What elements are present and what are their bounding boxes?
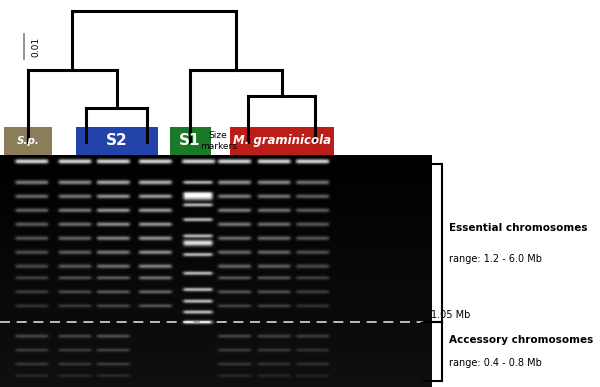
Text: 1.05 Mb: 1.05 Mb [431, 310, 470, 320]
Text: 0.01: 0.01 [32, 36, 41, 57]
Text: Accessory chromosomes: Accessory chromosomes [449, 335, 593, 345]
Text: Essential chromosomes: Essential chromosomes [449, 223, 587, 233]
Text: S.p.: S.p. [17, 136, 40, 146]
FancyBboxPatch shape [230, 127, 334, 155]
Text: range: 1.2 - 6.0 Mb: range: 1.2 - 6.0 Mb [449, 253, 542, 264]
Text: S1: S1 [179, 134, 201, 148]
FancyBboxPatch shape [170, 127, 211, 155]
Text: Size
markers: Size markers [200, 131, 236, 151]
FancyBboxPatch shape [4, 127, 52, 155]
Text: M. graminicola: M. graminicola [233, 134, 331, 147]
FancyBboxPatch shape [76, 127, 158, 155]
Text: S2: S2 [106, 134, 128, 148]
Text: range: 0.4 - 0.8 Mb: range: 0.4 - 0.8 Mb [449, 358, 542, 368]
